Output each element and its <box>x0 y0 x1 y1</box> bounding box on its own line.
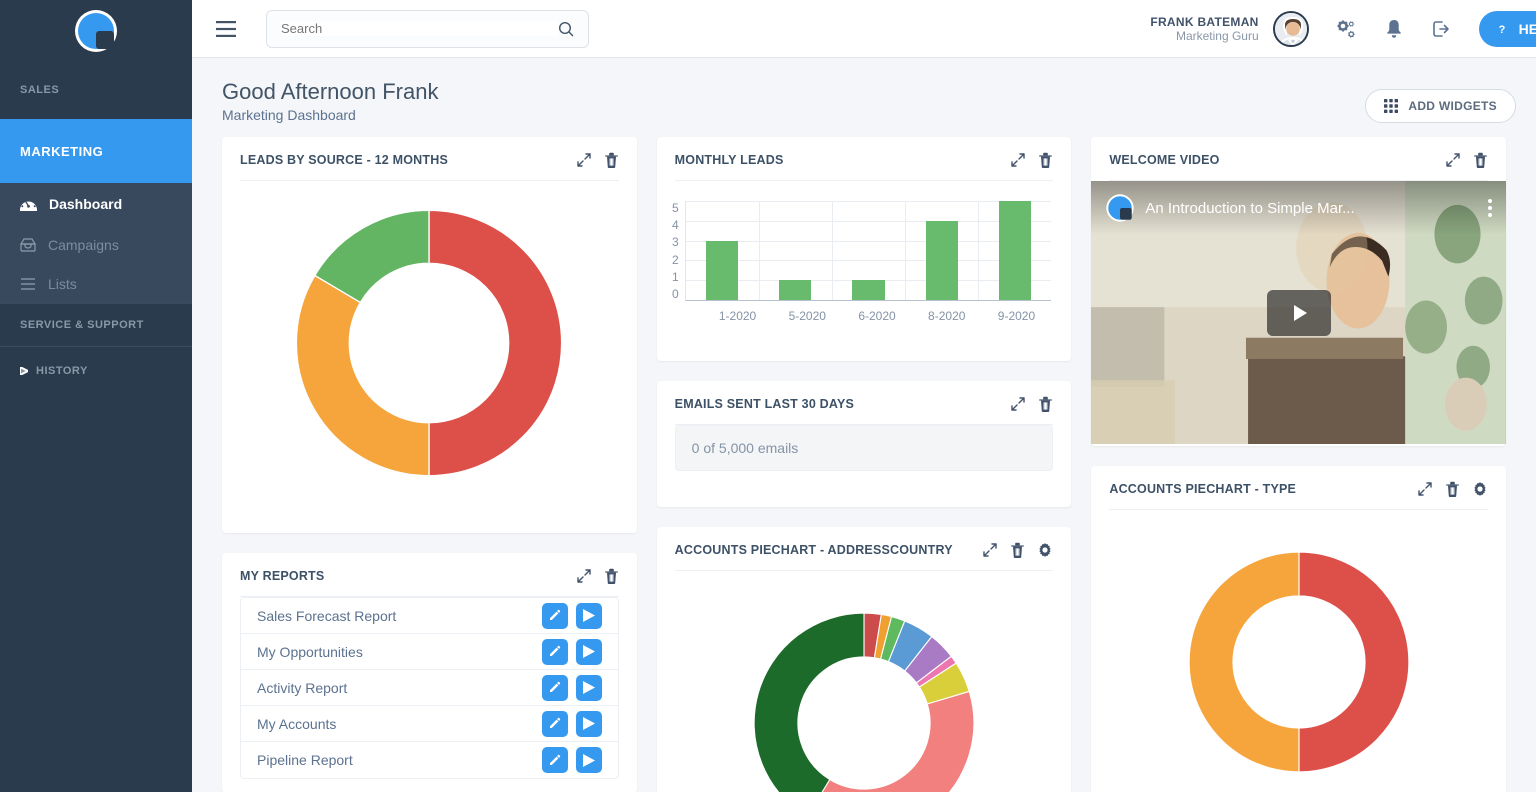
svg-text:?: ? <box>1498 24 1505 36</box>
